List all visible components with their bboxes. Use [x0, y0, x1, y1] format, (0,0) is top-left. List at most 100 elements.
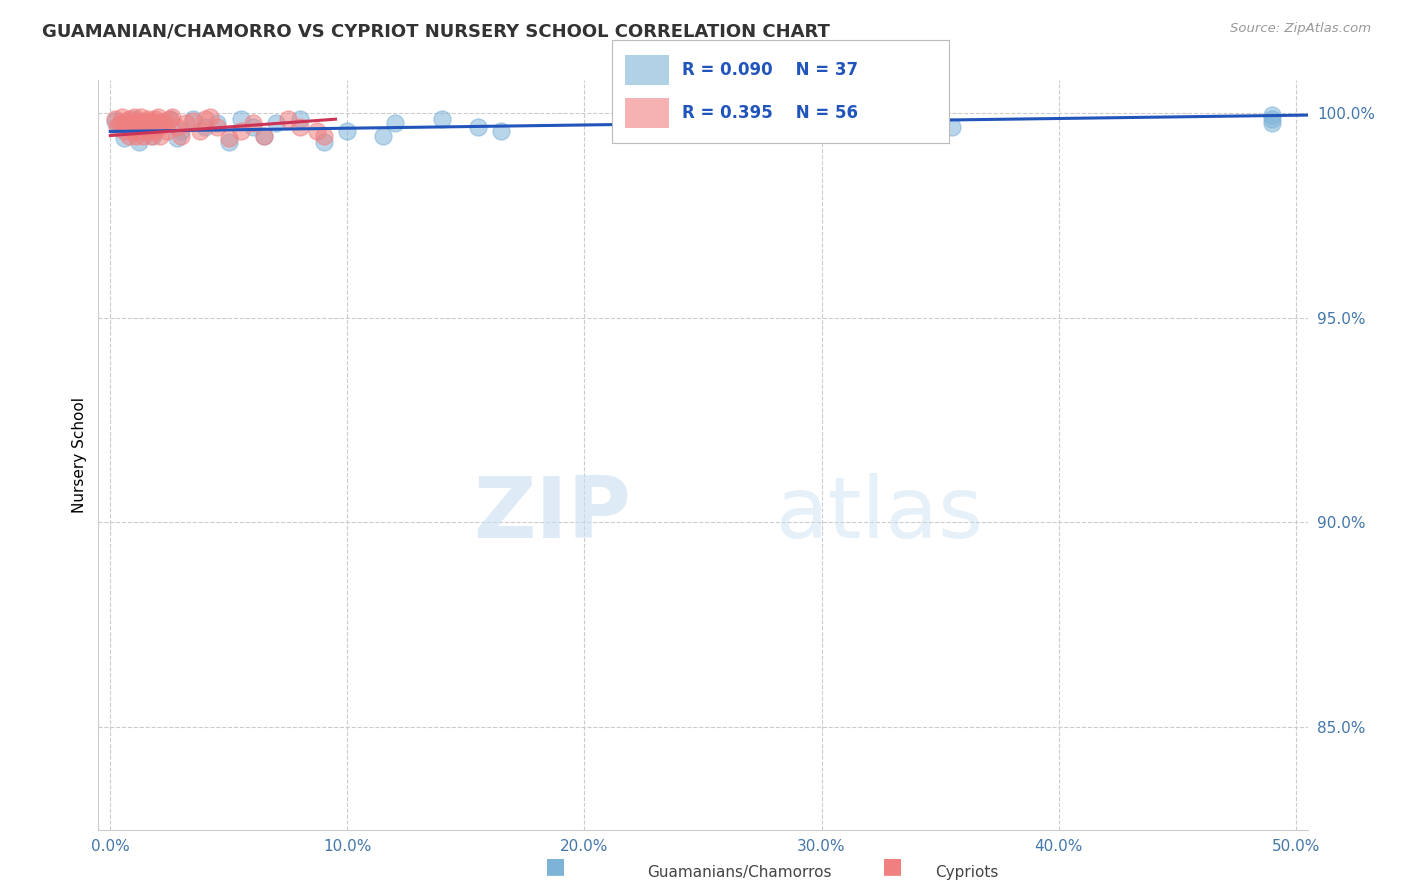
Point	[104, 114, 127, 128]
Point	[159, 112, 181, 127]
Point	[834, 124, 856, 138]
Point	[312, 128, 335, 143]
Point	[264, 116, 287, 130]
Point	[491, 124, 513, 138]
Point	[152, 116, 174, 130]
Point	[181, 114, 204, 128]
Point	[229, 124, 252, 138]
Point	[136, 124, 159, 138]
Point	[194, 120, 217, 135]
Text: GUAMANIAN/CHAMORRO VS CYPRIOT NURSERY SCHOOL CORRELATION CHART: GUAMANIAN/CHAMORRO VS CYPRIOT NURSERY SC…	[42, 22, 830, 40]
Point	[108, 116, 131, 130]
Point	[135, 116, 157, 130]
Point	[205, 116, 228, 130]
Y-axis label: Nursery School: Nursery School	[72, 397, 87, 513]
Point	[122, 110, 145, 124]
Text: ■: ■	[546, 856, 565, 876]
Point	[136, 124, 159, 138]
Point	[170, 128, 193, 143]
Point	[115, 120, 138, 135]
Point	[467, 120, 489, 135]
Point	[242, 116, 264, 130]
Text: Cypriots: Cypriots	[935, 865, 998, 880]
Point	[432, 112, 454, 127]
Text: atlas: atlas	[776, 474, 984, 557]
Text: R = 0.090    N = 37: R = 0.090 N = 37	[682, 61, 859, 78]
Point	[125, 128, 148, 143]
Text: ■: ■	[883, 856, 903, 876]
Point	[104, 112, 127, 127]
Point	[142, 116, 165, 130]
Point	[129, 116, 152, 130]
Point	[132, 116, 155, 130]
Point	[371, 128, 394, 143]
Point	[218, 130, 240, 145]
Point	[121, 124, 143, 138]
Point	[143, 112, 166, 127]
Point	[108, 120, 131, 135]
Point	[218, 135, 240, 149]
Point	[305, 124, 328, 138]
Point	[198, 110, 221, 124]
Text: ZIP: ZIP	[472, 474, 630, 557]
Point	[118, 112, 141, 127]
Point	[118, 128, 141, 143]
Point	[146, 120, 169, 135]
Point	[114, 124, 136, 138]
Point	[277, 112, 299, 127]
Point	[181, 112, 204, 127]
Text: Source: ZipAtlas.com: Source: ZipAtlas.com	[1230, 22, 1371, 36]
Point	[1261, 108, 1284, 122]
Point	[115, 114, 138, 128]
Point	[166, 130, 188, 145]
Point	[118, 118, 141, 132]
Point	[1261, 116, 1284, 130]
Text: R = 0.395    N = 56: R = 0.395 N = 56	[682, 104, 859, 122]
Point	[858, 116, 880, 130]
Point	[174, 116, 197, 130]
Point	[136, 112, 159, 127]
Bar	[626, 97, 669, 128]
Point	[190, 124, 212, 138]
Text: Guamanians/Chamorros: Guamanians/Chamorros	[647, 865, 831, 880]
Point	[941, 120, 963, 135]
Point	[121, 116, 143, 130]
Point	[194, 112, 217, 127]
Point	[132, 120, 155, 135]
Point	[129, 110, 152, 124]
Bar	[626, 54, 669, 86]
Point	[1261, 112, 1284, 127]
Point	[125, 116, 148, 130]
Point	[111, 110, 134, 124]
Point	[128, 114, 150, 128]
Point	[122, 120, 145, 135]
Point	[114, 116, 136, 130]
Point	[128, 124, 150, 138]
Point	[160, 110, 183, 124]
Point	[114, 130, 136, 145]
Point	[917, 112, 939, 127]
Point	[205, 120, 228, 135]
Point	[105, 120, 128, 135]
Point	[122, 112, 145, 127]
Point	[288, 112, 311, 127]
Point	[384, 116, 406, 130]
Point	[336, 124, 359, 138]
Point	[142, 114, 165, 128]
Point	[139, 120, 162, 135]
Point	[288, 120, 311, 135]
Point	[253, 128, 276, 143]
Point	[143, 124, 166, 138]
Point	[312, 135, 335, 149]
Point	[166, 120, 188, 135]
Point	[128, 135, 150, 149]
Point	[132, 128, 155, 143]
Point	[159, 112, 181, 127]
Point	[149, 128, 172, 143]
Point	[146, 120, 169, 135]
Point	[139, 128, 162, 143]
Point	[156, 124, 179, 138]
Point	[229, 112, 252, 127]
Point	[253, 128, 276, 143]
Point	[153, 114, 176, 128]
